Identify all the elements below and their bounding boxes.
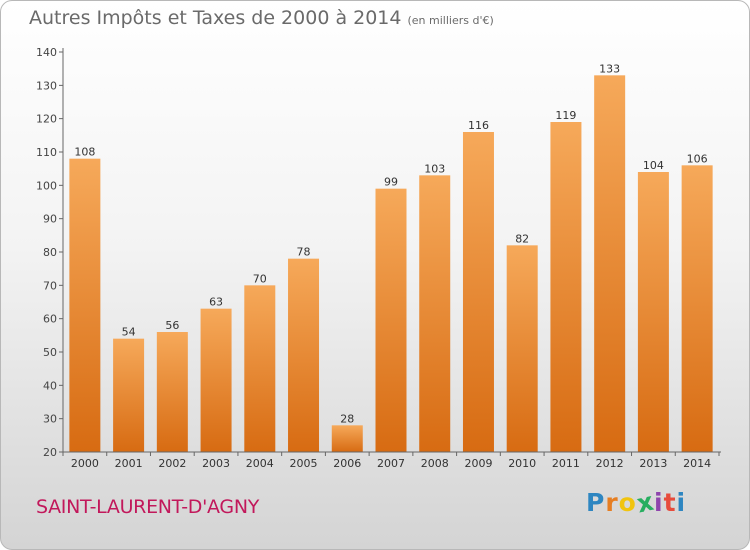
- y-tick-label: 100: [36, 179, 57, 192]
- x-tick-label: 2007: [377, 457, 405, 470]
- bar-series: 108 54 56 63 70 78 28 99 103 116 82 119 133 104 106: [69, 62, 713, 453]
- bar-value-label: 78: [297, 246, 311, 259]
- bar-value-label: 133: [599, 62, 620, 75]
- x-tick-label: 2006: [333, 457, 361, 470]
- x-tick-label: 2010: [508, 457, 536, 470]
- x-tick-label: 2005: [290, 457, 318, 470]
- bar-value-label: 70: [253, 272, 267, 285]
- x-tick-label: 2002: [158, 457, 186, 470]
- y-tick-label: 20: [43, 446, 57, 459]
- bar-value-label: 56: [165, 319, 179, 332]
- y-axis: 20 30 40 50 60 70 80 90 100 110 120 130 140: [36, 46, 64, 459]
- bar-value-label: 28: [340, 412, 354, 425]
- y-tick-label: 110: [36, 146, 57, 159]
- x-tick-label: 2008: [421, 457, 449, 470]
- logo-letter: o: [618, 488, 637, 517]
- x-tick-label: 2012: [596, 457, 624, 470]
- commune-name: SAINT-LAURENT-D'AGNY: [36, 496, 260, 518]
- y-tick-label: 90: [43, 213, 57, 226]
- y-tick-label: 60: [43, 313, 57, 326]
- x-tick-label: 2014: [683, 457, 711, 470]
- bar: [375, 188, 407, 452]
- bar: [506, 245, 538, 452]
- y-tick-label: 80: [43, 246, 57, 259]
- y-tick-label: 140: [36, 46, 57, 59]
- logo-letter: i: [654, 488, 664, 517]
- chart-title: Autres Impôts et Taxes de 2000 à 2014 (en…: [29, 7, 494, 29]
- y-tick-label: 130: [36, 79, 57, 92]
- x-tick-label: 2001: [115, 457, 143, 470]
- proxiti-logo: Proxiti: [586, 487, 687, 519]
- bar: [113, 338, 145, 452]
- bar-value-label: 108: [74, 146, 95, 159]
- bar-value-label: 63: [209, 296, 223, 309]
- x-tick-label: 2011: [552, 457, 580, 470]
- bar: [462, 132, 494, 452]
- logo-letter: i: [676, 488, 687, 517]
- bar-value-label: 104: [643, 159, 664, 172]
- bar-value-label: 99: [384, 176, 398, 189]
- x-tick-label: 2003: [202, 457, 230, 470]
- bar-value-label: 116: [468, 119, 489, 132]
- bar-value-label: 54: [122, 326, 136, 339]
- bar: [594, 75, 626, 452]
- bar: [681, 165, 713, 453]
- bar: [637, 172, 669, 452]
- y-tick-label: 120: [36, 113, 57, 126]
- logo-letter: P: [586, 488, 606, 517]
- x-tick-label: 2000: [71, 457, 99, 470]
- y-tick-label: 40: [43, 379, 57, 392]
- bar: [331, 425, 363, 452]
- bar: [200, 308, 232, 452]
- bar: [69, 158, 101, 452]
- bar-value-label: 119: [555, 109, 576, 122]
- y-tick-label: 30: [43, 413, 57, 426]
- x-tick-label: 2004: [246, 457, 274, 470]
- chart-title-text: Autres Impôts et Taxes de 2000 à 2014: [29, 7, 402, 29]
- logo-letter: t: [663, 488, 677, 517]
- bar-value-label: 82: [515, 232, 529, 245]
- x-axis: 2000 2001 2002 2003 2004 2005 2006 2007 2008 2009…: [62, 451, 721, 470]
- bar: [419, 175, 451, 453]
- bar-value-label: 103: [424, 162, 445, 175]
- x-tick-label: 2009: [464, 457, 492, 470]
- logo-letter: r: [605, 488, 619, 517]
- x-tick-label: 2013: [639, 457, 667, 470]
- bar: [288, 258, 320, 452]
- chart-unit-label: (en milliers d'€): [407, 14, 494, 27]
- bar-value-label: 106: [687, 152, 708, 165]
- bar: [550, 122, 582, 452]
- bar: [244, 285, 276, 452]
- y-tick-label: 70: [43, 279, 57, 292]
- bar: [156, 332, 188, 452]
- y-tick-label: 50: [43, 346, 57, 359]
